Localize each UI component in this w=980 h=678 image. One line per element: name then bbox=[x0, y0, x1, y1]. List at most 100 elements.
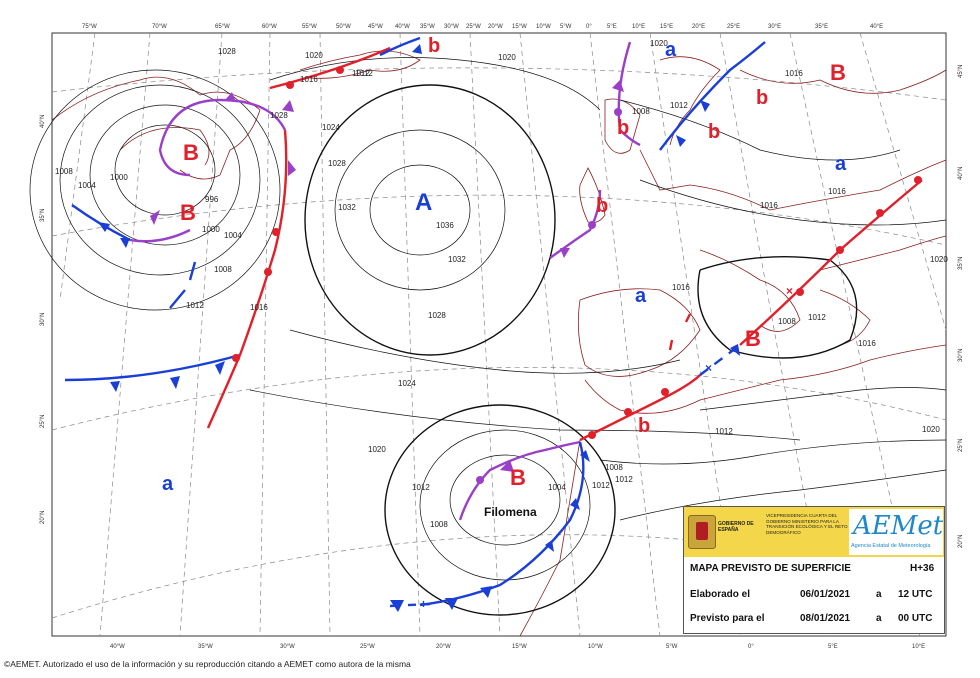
occluded-front bbox=[617, 41, 641, 147]
svg-text:1024: 1024 bbox=[322, 123, 340, 132]
svg-text:15°W: 15°W bbox=[512, 24, 527, 30]
cold-front bbox=[169, 261, 197, 309]
svg-text:1000: 1000 bbox=[110, 173, 128, 182]
svg-text:35°W: 35°W bbox=[198, 644, 213, 650]
svg-text:1024: 1024 bbox=[398, 379, 416, 388]
government-text: GOBIERNO DE ESPAÑA bbox=[718, 521, 754, 533]
legend-banner: GOBIERNO DE ESPAÑA VICEPRESIDENCIA CUART… bbox=[684, 507, 944, 557]
secondary-high-label: a bbox=[835, 153, 847, 175]
svg-text:1004: 1004 bbox=[548, 483, 566, 492]
svg-text:5°E: 5°E bbox=[607, 24, 617, 30]
cold-front bbox=[379, 36, 421, 57]
svg-text:1028: 1028 bbox=[218, 47, 236, 56]
svg-text:1032: 1032 bbox=[448, 255, 466, 264]
svg-text:35°N: 35°N bbox=[958, 257, 964, 270]
warm-front bbox=[668, 313, 692, 351]
svg-text:1020: 1020 bbox=[498, 53, 516, 62]
svg-text:1020: 1020 bbox=[650, 39, 668, 48]
occluded-front bbox=[129, 228, 191, 243]
secondary-high-label: a bbox=[162, 473, 174, 495]
svg-text:30°E: 30°E bbox=[768, 24, 781, 30]
secondary-low-label: b bbox=[756, 87, 768, 109]
svg-text:0°: 0° bbox=[748, 644, 754, 650]
svg-text:1020: 1020 bbox=[305, 51, 323, 60]
valid-label: Previsto para el bbox=[690, 613, 765, 624]
secondary-low-label: b bbox=[708, 121, 720, 143]
agency-logo: AEMet Agencia Estatal de Meteorología bbox=[849, 509, 943, 555]
svg-text:20°N: 20°N bbox=[40, 511, 46, 524]
svg-text:1016: 1016 bbox=[828, 187, 846, 196]
svg-text:35°W: 35°W bbox=[420, 24, 435, 30]
svg-text:1012: 1012 bbox=[670, 101, 688, 110]
high-center-label: A bbox=[415, 189, 432, 216]
svg-text:20°N: 20°N bbox=[958, 535, 964, 548]
svg-text:1016: 1016 bbox=[672, 283, 690, 292]
svg-text:30°W: 30°W bbox=[444, 24, 459, 30]
svg-text:1032: 1032 bbox=[338, 203, 356, 212]
elaborated-date: 06/01/2021 bbox=[800, 589, 851, 600]
secondary-low-label: b bbox=[638, 415, 650, 437]
secondary-low-label: b bbox=[428, 35, 440, 57]
isobar-labels: 1028 1028 1020 1016 1012 1024 1028 1032 … bbox=[55, 39, 948, 529]
svg-text:1012: 1012 bbox=[355, 69, 373, 78]
svg-text:1028: 1028 bbox=[428, 311, 446, 320]
svg-text:1012: 1012 bbox=[592, 481, 610, 490]
svg-text:×: × bbox=[786, 284, 793, 298]
svg-text:40°E: 40°E bbox=[870, 24, 883, 30]
occluded-front bbox=[458, 440, 581, 521]
svg-text:1016: 1016 bbox=[785, 69, 803, 78]
svg-text:5°W: 5°W bbox=[560, 24, 572, 30]
cold-front bbox=[389, 602, 431, 608]
secondary-low-label: b bbox=[596, 195, 608, 217]
svg-text:40°W: 40°W bbox=[395, 24, 410, 30]
valid-date: 08/01/2021 bbox=[800, 613, 851, 624]
svg-text:10°W: 10°W bbox=[536, 24, 551, 30]
elaborated-time: 12 UTC bbox=[898, 589, 933, 600]
low-center-label: B bbox=[180, 200, 196, 225]
svg-text:1028: 1028 bbox=[328, 159, 346, 168]
secondary-high-label: a bbox=[665, 39, 677, 61]
coastlines bbox=[51, 50, 947, 637]
svg-text:5°E: 5°E bbox=[828, 644, 838, 650]
svg-text:1008: 1008 bbox=[214, 265, 232, 274]
svg-text:1004: 1004 bbox=[224, 231, 242, 240]
svg-text:1012: 1012 bbox=[808, 313, 826, 322]
svg-text:40°N: 40°N bbox=[40, 115, 46, 128]
svg-text:75°W: 75°W bbox=[82, 24, 97, 30]
svg-text:60°W: 60°W bbox=[262, 24, 277, 30]
svg-text:30°N: 30°N bbox=[40, 313, 46, 326]
svg-text:1008: 1008 bbox=[632, 107, 650, 116]
svg-text:5°W: 5°W bbox=[666, 644, 678, 650]
svg-text:1020: 1020 bbox=[930, 255, 948, 264]
svg-text:35°N: 35°N bbox=[40, 209, 46, 222]
front-symbols: + × × bbox=[98, 44, 922, 612]
cold-front bbox=[64, 353, 241, 382]
svg-text:1004: 1004 bbox=[78, 181, 96, 190]
svg-text:50°W: 50°W bbox=[336, 24, 351, 30]
svg-text:1012: 1012 bbox=[186, 301, 204, 310]
svg-text:1016: 1016 bbox=[858, 339, 876, 348]
valid-sep: a bbox=[876, 613, 882, 624]
svg-text:1020: 1020 bbox=[368, 445, 386, 454]
isobars bbox=[29, 57, 947, 616]
coat-of-arms-icon bbox=[688, 515, 716, 549]
warm-front bbox=[579, 374, 701, 442]
secondary-high-label: a bbox=[635, 285, 647, 307]
svg-text:25°E: 25°E bbox=[727, 24, 740, 30]
low-center-label: B bbox=[510, 465, 526, 490]
svg-text:1012: 1012 bbox=[412, 483, 430, 492]
svg-text:25°W: 25°W bbox=[360, 644, 375, 650]
svg-text:15°W: 15°W bbox=[512, 644, 527, 650]
svg-text:1012: 1012 bbox=[715, 427, 733, 436]
forecast-lead-time: H+36 bbox=[910, 563, 935, 574]
svg-text:1028: 1028 bbox=[270, 111, 288, 120]
svg-text:×: × bbox=[705, 361, 712, 375]
agency-logo-text: AEMet bbox=[853, 511, 944, 541]
agency-name: Agencia Estatal de Meteorología bbox=[851, 543, 931, 549]
svg-text:1016: 1016 bbox=[250, 303, 268, 312]
svg-text:1012: 1012 bbox=[352, 69, 370, 78]
svg-text:1016: 1016 bbox=[760, 201, 778, 210]
svg-text:10°E: 10°E bbox=[912, 644, 925, 650]
svg-text:40°N: 40°N bbox=[958, 167, 964, 180]
svg-text:45°W: 45°W bbox=[368, 24, 383, 30]
